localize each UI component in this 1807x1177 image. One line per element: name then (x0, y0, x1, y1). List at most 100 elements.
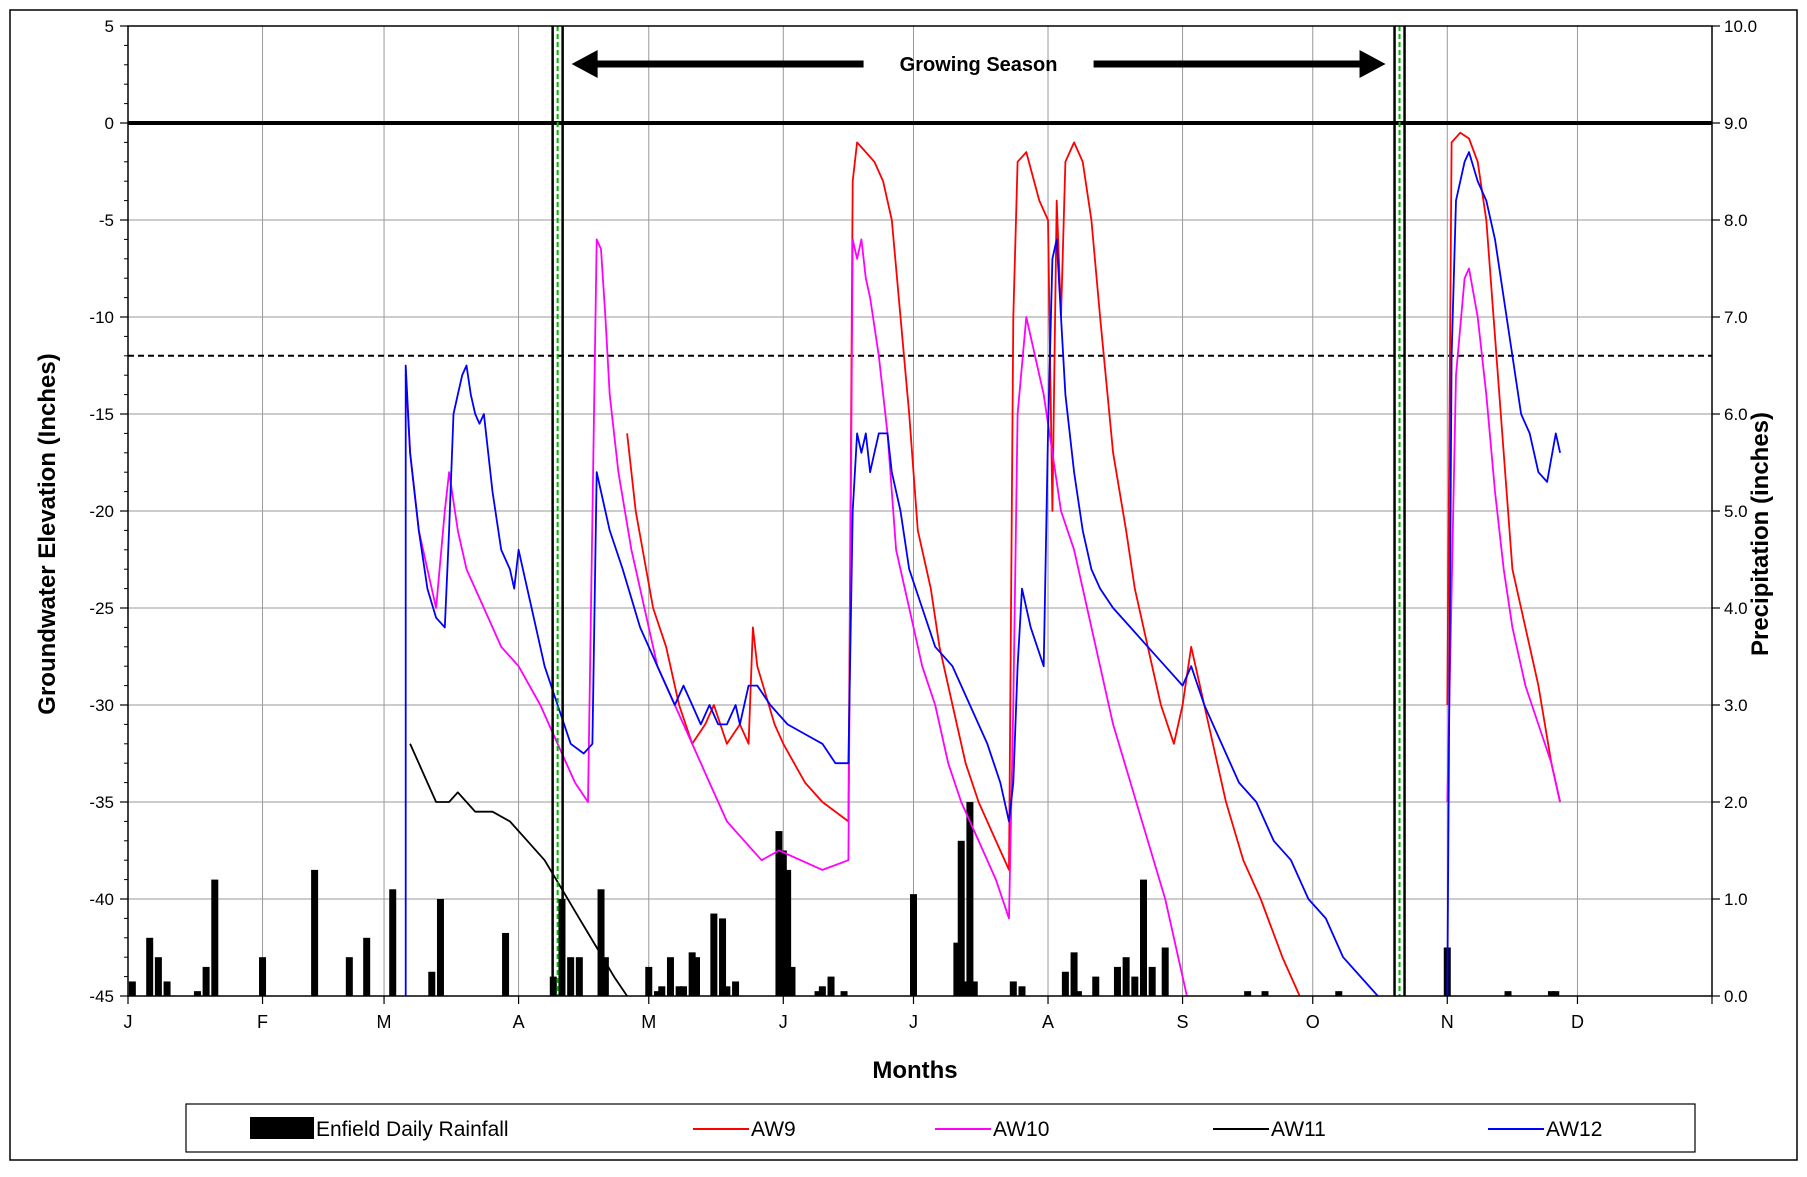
rainfall-bar (567, 957, 575, 996)
x-tick-label: A (513, 1012, 525, 1032)
rainfall-bar (658, 986, 666, 996)
rainfall-bar (1131, 976, 1139, 996)
plot-frame (127, 25, 1713, 997)
rainfall-bar (784, 869, 792, 996)
y2-tick-label: 0.0 (1724, 987, 1748, 1006)
rainfall-bar (909, 894, 917, 996)
y-axis-title: Groundwater Elevation (Inches) (34, 353, 61, 714)
series-line-aw11 (409, 743, 629, 996)
growing-season-label: Growing Season (900, 54, 1058, 76)
rainfall-bar (601, 957, 609, 996)
rainfall-bar (1061, 971, 1069, 996)
y2-axis-title: Precipitation (inches) (1747, 412, 1774, 656)
series-line-aw9 (626, 141, 1301, 996)
rainfall-bar (814, 991, 822, 996)
rainfall-bar (1148, 966, 1156, 996)
season-arrow-left-head (571, 50, 598, 78)
rainfall-bar (966, 802, 974, 996)
legend: Enfield Daily Rainfall AW9 AW10 AW11 AW12 (185, 1103, 1696, 1153)
rainfall-bar (1261, 991, 1269, 996)
rainfall-bar (779, 850, 787, 996)
y-tick-label: -35 (89, 793, 114, 812)
y-tick-label: -20 (89, 502, 114, 521)
season-arrow-right-head (1359, 50, 1386, 78)
y-tick-label: -15 (89, 405, 114, 424)
x-tick-label: A (1042, 1012, 1054, 1032)
y2-tick-label: 3.0 (1724, 696, 1748, 715)
legend-label: AW10 (993, 1118, 1049, 1141)
x-tick-label: J (779, 1012, 788, 1032)
rainfall-bar (953, 942, 961, 996)
rainfall-bar (1018, 986, 1026, 996)
y2-tick-label: 1.0 (1724, 890, 1748, 909)
y-tick-label: -25 (89, 599, 114, 618)
rainfall-bar (1009, 981, 1017, 996)
rainfall-bar (1113, 966, 1121, 996)
legend-label: AW12 (1546, 1118, 1602, 1141)
y-tick-label: -45 (89, 987, 114, 1006)
rainfall-bar (436, 899, 444, 996)
y2-tick-label: 7.0 (1724, 308, 1748, 327)
rainfall-bar (818, 986, 826, 996)
legend-swatch-bar (250, 1117, 314, 1139)
rainfall-bar (202, 966, 210, 996)
rainfall-bar (1074, 991, 1082, 996)
rainfall-bar (1547, 991, 1555, 996)
y2-tick-label: 10.0 (1724, 17, 1757, 36)
y-tick-label: -40 (89, 890, 114, 909)
rainfall-bar (389, 889, 397, 996)
x-tick-label: M (377, 1012, 392, 1032)
y-tick-label: 0 (105, 114, 114, 133)
rainfall-bar (1122, 957, 1130, 996)
rainfall-bar (154, 957, 162, 996)
y-tick-label: -5 (99, 211, 114, 230)
rainfall-bar (666, 957, 674, 996)
series-line-aw12 (404, 238, 1379, 996)
x-tick-label: J (909, 1012, 918, 1032)
x-tick-label: M (641, 1012, 656, 1032)
growing-season-end-marker (1393, 26, 1406, 996)
y-tick-label: -30 (89, 696, 114, 715)
rainfall-bar (788, 966, 796, 996)
rainfall-bar (1139, 879, 1147, 996)
series-line-aw9 (1446, 131, 1561, 803)
rainfall-bar (1092, 976, 1100, 996)
legend-label: AW11 (1271, 1118, 1326, 1141)
rainfall-bar (597, 889, 605, 996)
rainfall-bar (827, 976, 835, 996)
rainfall-bar (575, 957, 583, 996)
x-tick-label: J (124, 1012, 133, 1032)
rainfall-bar (653, 991, 661, 996)
rainfall-bar (128, 981, 136, 996)
rainfall-bar (693, 957, 701, 996)
rainfall-bar (1335, 991, 1343, 996)
legend-label: Enfield Daily Rainfall (316, 1118, 509, 1141)
y2-tick-label: 5.0 (1724, 502, 1748, 521)
rainfall-bar (840, 991, 848, 996)
rainfall-bar (1070, 952, 1078, 996)
rainfall-bar (732, 981, 740, 996)
rainfall-bar (645, 966, 653, 996)
x-tick-label: F (257, 1012, 268, 1032)
rainfall-bar (428, 971, 436, 996)
series-line-aw12 (1446, 151, 1561, 996)
y-tick-label: -10 (89, 308, 114, 327)
rainfall-bar (679, 986, 687, 996)
growing-season-start-marker (551, 26, 564, 996)
rainfall-bar (688, 952, 696, 996)
rainfall-bar (345, 957, 353, 996)
rainfall-bar (1161, 947, 1169, 996)
rainfall-bar (962, 981, 970, 996)
rainfall-bar (723, 986, 731, 996)
rainfall-bar (1244, 991, 1252, 996)
rainfall-bar (719, 918, 727, 996)
y2-tick-label: 6.0 (1724, 405, 1748, 424)
rainfall-bar (146, 937, 154, 996)
rainfall-bar (710, 913, 718, 996)
y2-tick-label: 4.0 (1724, 599, 1748, 618)
rainfall-bar (675, 986, 683, 996)
x-tick-label: S (1177, 1012, 1189, 1032)
rainfall-bar (193, 991, 201, 996)
